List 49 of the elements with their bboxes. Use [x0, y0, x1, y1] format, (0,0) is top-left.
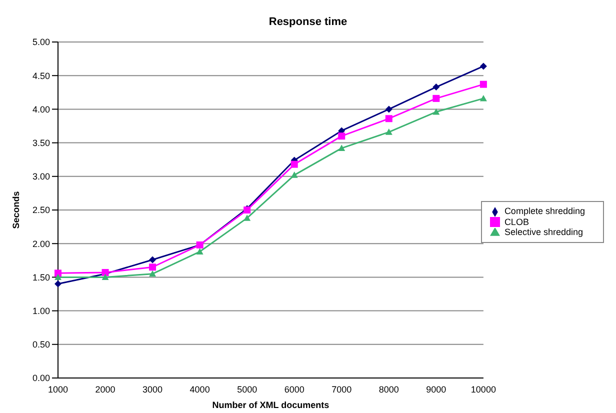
legend-label: Selective shredding [504, 227, 583, 238]
point [196, 248, 204, 254]
point [480, 80, 487, 88]
x-tick-label: 5000 [237, 384, 258, 394]
y-tick-label: 4.50 [32, 70, 50, 81]
point [432, 94, 440, 102]
legend-label: Complete shredding [504, 206, 585, 216]
point [149, 264, 156, 271]
y-tick-label: 1.00 [32, 306, 50, 316]
point [385, 115, 392, 122]
x-tick-label: 6000 [284, 384, 304, 394]
point [385, 106, 392, 113]
x-tick-label: 7000 [332, 384, 352, 394]
point [54, 280, 62, 288]
point [149, 270, 156, 277]
y-tick-label: 1.50 [32, 272, 50, 282]
point [432, 108, 440, 115]
y-tick-label: 2.00 [32, 238, 50, 249]
y-tick-label: 3.50 [32, 138, 50, 148]
point [149, 256, 156, 264]
x-tick-label: 8000 [378, 384, 399, 394]
x-tick-label: 4000 [190, 384, 210, 394]
x-tick-label: 9000 [426, 384, 446, 394]
x-tick-label: 1000 [48, 384, 68, 394]
x-axis-title: Number of XML documents [212, 400, 330, 410]
point [102, 274, 109, 280]
y-axis-title: Seconds [11, 191, 22, 229]
point [385, 128, 392, 135]
y-tick-label: 5.00 [32, 37, 50, 48]
point [290, 172, 298, 178]
point [480, 62, 487, 70]
y-tick-label: 0.00 [32, 373, 50, 384]
y-tick-label: 3.00 [32, 172, 50, 182]
x-tick-label: 10000 [470, 384, 496, 394]
point [54, 274, 62, 280]
point [244, 214, 251, 221]
point [480, 94, 487, 102]
point [54, 270, 62, 277]
point [432, 84, 440, 91]
x-tick-label: 3000 [142, 384, 163, 394]
legend-label: CLOB [504, 216, 529, 227]
chart-title: Response time [268, 15, 348, 30]
point [290, 160, 298, 168]
y-tick-label: 2.50 [32, 205, 50, 216]
y-tick-label: 0.50 [32, 340, 50, 350]
point [338, 144, 346, 151]
point [338, 132, 346, 140]
y-tick-label: 4.00 [32, 104, 50, 114]
x-tick-label: 2000 [95, 384, 116, 394]
